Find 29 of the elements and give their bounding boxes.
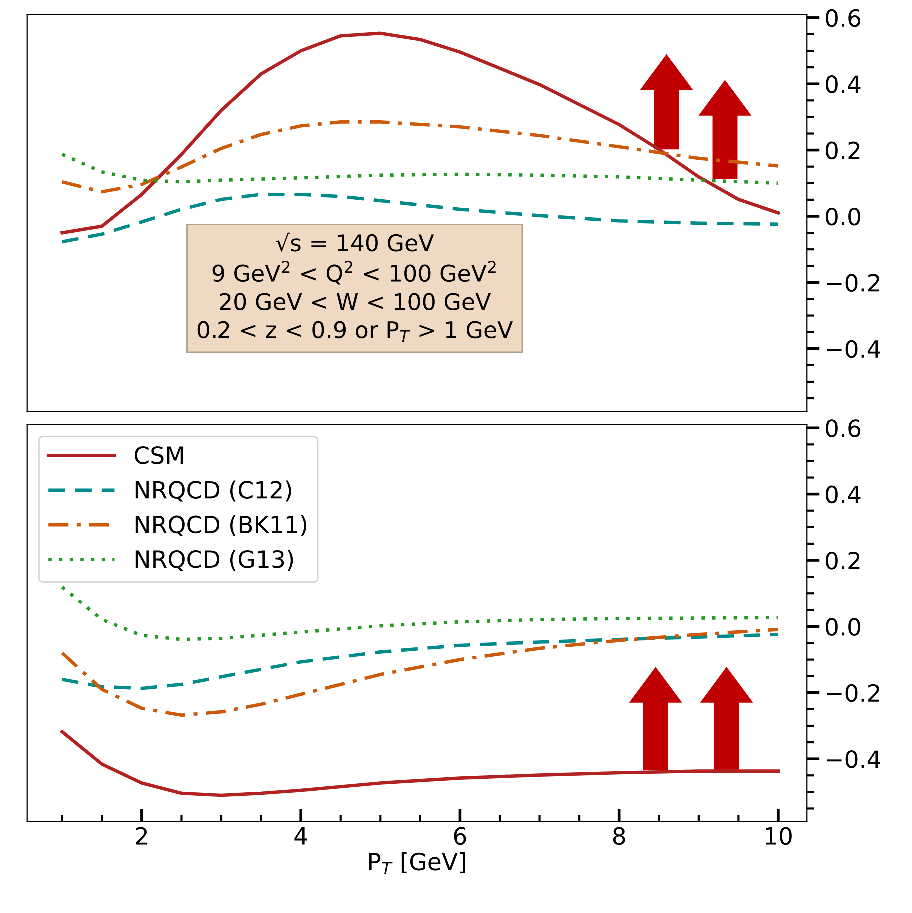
line-series — [60, 120, 780, 194]
line-series — [60, 152, 780, 186]
x-axis-title: P$_{T}$ [GeV] — [370, 852, 466, 874]
line-series — [60, 586, 780, 642]
y-tick-label: −0.2 — [826, 684, 880, 702]
line-series — [60, 730, 780, 798]
legend-label: NRQCD (BK11) — [136, 515, 307, 536]
x-tick-label: 6 — [454, 827, 466, 846]
y-tick-label: 0.4 — [826, 76, 861, 94]
line-series — [60, 632, 780, 690]
x-tick-label: 8 — [613, 827, 626, 846]
x-tick-label: 10 — [766, 827, 792, 846]
y-tick-label: −0.4 — [826, 340, 880, 358]
x-tick-label: 4 — [294, 828, 308, 845]
y-tick-label: 0.4 — [826, 486, 861, 504]
legend-label: NRQCD (G13) — [136, 550, 294, 572]
y-tick-label: 0.6 — [826, 9, 861, 28]
y-tick-label: 0.6 — [826, 420, 861, 438]
y-tick-label: −0.4 — [826, 750, 880, 768]
y-tick-label: 0.0 — [826, 208, 860, 226]
y-tick-label: −0.2 — [826, 274, 880, 292]
x-tick-label: 2 — [136, 827, 148, 845]
y-tick-label: 0.2 — [826, 142, 860, 160]
text: √s = 140 GeV 9 GeV$^{2}$ < Q$^{2}$ < 100 GeV$^{2}$ 20 GeV < W < 100 GeV 0.2 < z < 0.9 or P$_{T}$ > 1 GeV — [198, 232, 514, 342]
y-tick-label: 0.0 — [826, 618, 860, 636]
line-series — [60, 628, 780, 718]
y-tick-label: 0.2 — [826, 552, 860, 570]
legend-label: NRQCD (C12) — [136, 480, 292, 502]
legend-label: CSM — [134, 446, 184, 464]
